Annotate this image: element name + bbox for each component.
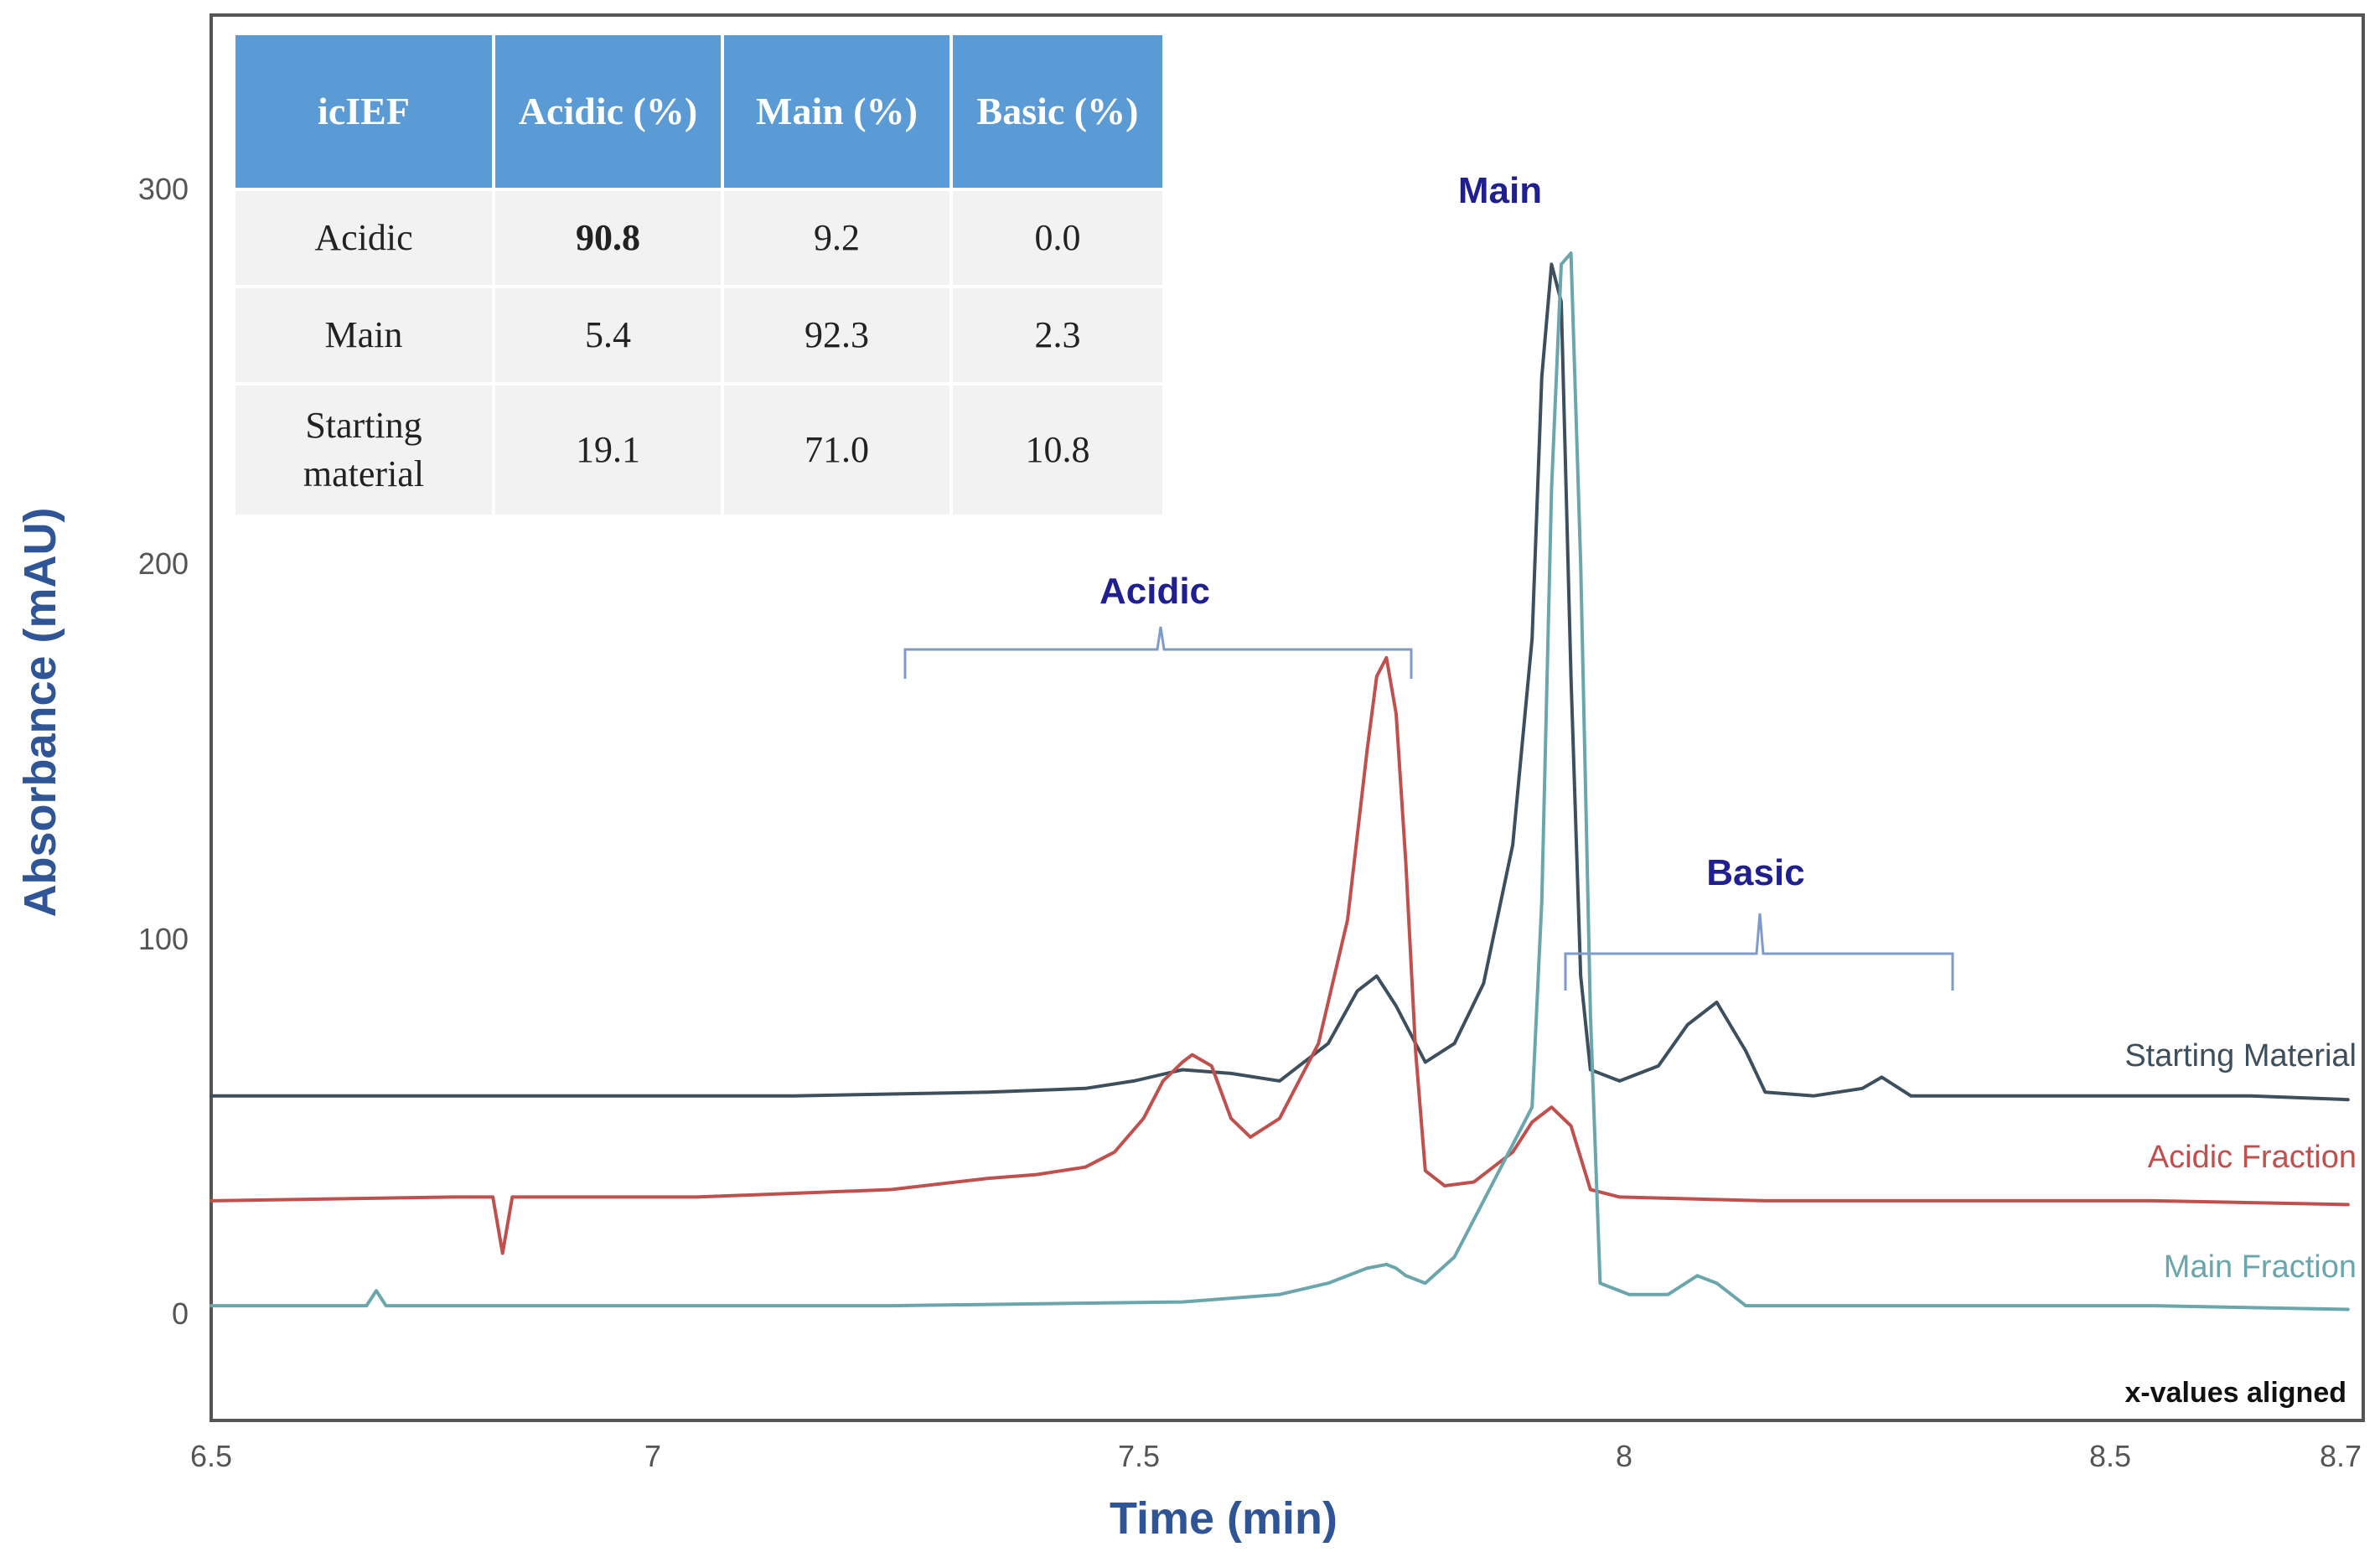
table-cell: Acidic [232, 188, 495, 288]
y-tick-label: 0 [172, 1296, 189, 1331]
table-header-row: icIEF Acidic (%) Main (%) Basic (%) [232, 32, 1166, 191]
table-cell: Main [232, 285, 495, 385]
table-cell: 92.3 [721, 285, 953, 385]
y-tick-label: 100 [138, 922, 189, 956]
acidic-bracket [903, 626, 1413, 679]
icief-summary-table: icIEF Acidic (%) Main (%) Basic (%) Acid… [232, 32, 1166, 518]
x-tick-label: 7 [644, 1439, 661, 1473]
x-tick-label: 6.5 [190, 1439, 232, 1473]
table-header-cell: icIEF [232, 32, 495, 191]
table-cell: 5.4 [492, 285, 724, 385]
alignment-note: x-values aligned [2124, 1377, 2346, 1409]
x-axis-title: Time (min) [1110, 1493, 1337, 1544]
x-tick-labels: 6.5 7 7.5 8 8.5 8.7 [190, 1439, 2362, 1473]
main-peak-label: Main [1458, 170, 1542, 211]
basic-region-label: Basic [1706, 852, 1804, 893]
series-line-acidic-fraction [210, 655, 2350, 1255]
table-header-cell: Basic (%) [949, 32, 1166, 191]
table-cell: 10.8 [949, 382, 1166, 518]
table-cell: 2.3 [949, 285, 1166, 385]
table-row: Starting material 19.1 71.0 10.8 [232, 382, 1166, 518]
acidic-region-label: Acidic [1099, 571, 1210, 612]
table-cell: 90.8 [492, 188, 724, 288]
plot-frame [210, 13, 2365, 1422]
y-tick-labels: 300 200 100 0 [138, 172, 189, 1331]
table-header-cell: Main (%) [721, 32, 953, 191]
basic-bracket [1564, 913, 1954, 991]
x-tick-label: 8.5 [2089, 1439, 2131, 1473]
series-line-starting-material [210, 262, 2350, 1102]
table-cell: 19.1 [492, 382, 724, 518]
table-row: Acidic 90.8 9.2 0.0 [232, 188, 1166, 288]
x-tick-label: 7.5 [1118, 1439, 1160, 1473]
series-label-acidic-fraction: Acidic Fraction [2148, 1140, 2357, 1175]
series-label-main-fraction: Main Fraction [2164, 1249, 2357, 1285]
x-tick-label: 8 [1616, 1439, 1632, 1473]
table-header-cell: Acidic (%) [492, 32, 724, 191]
table-cell: Starting material [232, 382, 495, 518]
series-line-main-fraction [210, 251, 2350, 1311]
series-label-starting-material: Starting Material [2124, 1038, 2357, 1073]
table-cell: 9.2 [721, 188, 953, 288]
table-cell: 0.0 [949, 188, 1166, 288]
y-tick-label: 300 [138, 172, 189, 206]
y-axis-title: Absorbance (mAU) [15, 507, 65, 917]
y-tick-label: 200 [138, 546, 189, 581]
series-layer [210, 251, 2350, 1311]
table-cell: 71.0 [721, 382, 953, 518]
table-row: Main 5.4 92.3 2.3 [232, 285, 1166, 385]
x-tick-label: 8.7 [2320, 1439, 2362, 1473]
